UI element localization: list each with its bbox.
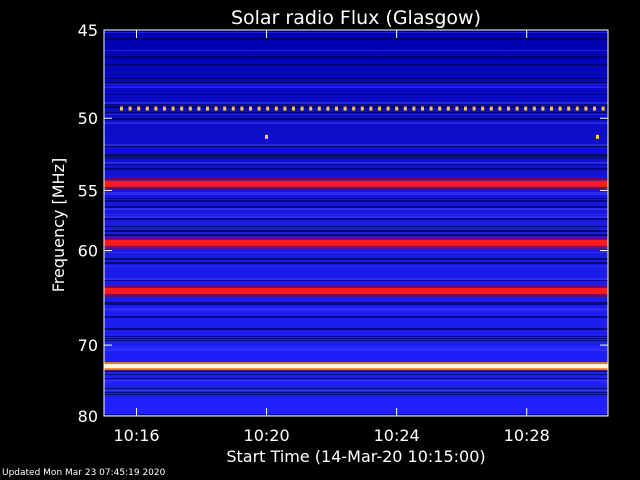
x-tick-label: 10:24 xyxy=(374,426,420,445)
texture-stripe xyxy=(104,192,608,194)
texture-stripe xyxy=(104,252,608,253)
texture-stripe xyxy=(104,86,608,88)
y-tick-label: 45 xyxy=(78,21,98,40)
texture-stripe xyxy=(104,94,608,95)
texture-stripe xyxy=(104,158,608,159)
texture-stripe xyxy=(104,230,608,232)
x-axis-label: Start Time (14-Mar-20 10:15:00) xyxy=(226,447,485,466)
texture-stripe xyxy=(104,348,608,350)
texture-stripe xyxy=(104,390,608,391)
texture-stripe xyxy=(104,208,608,210)
texture-stripe xyxy=(104,216,608,218)
texture-stripe xyxy=(104,302,608,304)
texture-stripe xyxy=(104,308,608,310)
texture-stripe xyxy=(104,380,608,382)
texture-stripe xyxy=(104,114,608,115)
texture-stripe xyxy=(104,104,608,105)
band-4 xyxy=(104,284,608,297)
texture-stripe xyxy=(104,32,608,33)
texture-stripe xyxy=(104,206,608,208)
x-axis-ticks: 10:16 10:20 10:24 10:28 xyxy=(113,30,550,445)
chart-title: Solar radio Flux (Glasgow) xyxy=(231,7,481,29)
x-tick-label: 10:28 xyxy=(504,426,550,445)
texture-stripe xyxy=(104,122,608,124)
y-axis-ticks: 45 50 55 60 70 80 xyxy=(78,21,608,426)
texture-stripe xyxy=(104,266,608,267)
texture-stripe xyxy=(104,370,608,372)
texture-stripe xyxy=(104,234,608,236)
texture-stripe xyxy=(104,338,608,339)
texture-stripe xyxy=(104,84,608,85)
band-5 xyxy=(104,362,608,371)
texture-stripe xyxy=(104,258,608,260)
texture-stripe xyxy=(104,102,608,104)
updated-timestamp: Updated Mon Mar 23 07:45:19 2020 xyxy=(2,468,166,478)
y-axis-label: Frequency [MHz] xyxy=(49,158,68,292)
texture-stripe xyxy=(104,394,608,395)
texture-stripe xyxy=(104,82,608,83)
band-1 xyxy=(265,134,599,139)
texture-stripe xyxy=(104,194,608,195)
texture-stripe xyxy=(104,218,608,220)
y-tick-label: 55 xyxy=(78,181,98,200)
x-tick-label: 10:20 xyxy=(244,426,290,445)
texture-stripe xyxy=(104,226,608,227)
plot-area xyxy=(103,29,609,417)
texture-stripe xyxy=(104,278,608,280)
y-tick-label: 80 xyxy=(78,407,98,426)
band-3 xyxy=(104,236,608,249)
texture-stripe xyxy=(104,350,608,351)
texture-stripe xyxy=(104,50,608,51)
texture-stripe xyxy=(104,118,608,120)
y-tick-label: 50 xyxy=(78,109,98,128)
texture-stripe xyxy=(104,388,608,389)
texture-stripe xyxy=(104,146,608,147)
texture-stripe xyxy=(104,414,608,415)
texture-stripe xyxy=(104,310,608,311)
texture-stripe xyxy=(104,144,608,146)
texture-stripe xyxy=(104,38,608,40)
texture-stripe xyxy=(104,340,608,341)
texture-stripe xyxy=(104,392,608,393)
texture-stripe xyxy=(104,198,608,199)
band-0 xyxy=(120,106,605,111)
texture-stripe xyxy=(104,346,608,347)
plot-frame xyxy=(103,29,609,417)
texture-stripe xyxy=(104,56,608,58)
texture-stripe xyxy=(104,64,608,66)
texture-stripe xyxy=(104,162,608,164)
texture-stripe xyxy=(104,328,608,330)
y-tick-label: 70 xyxy=(78,336,98,355)
band-2 xyxy=(104,177,608,190)
texture-stripe xyxy=(104,374,608,375)
x-tick-label: 10:16 xyxy=(113,426,159,445)
texture-stripe xyxy=(104,156,608,157)
texture-stripe xyxy=(104,154,608,156)
texture-stripe xyxy=(104,304,608,305)
texture-stripe xyxy=(104,214,608,215)
texture-stripe xyxy=(104,106,608,108)
texture-stripe xyxy=(104,30,608,32)
y-tick-label: 60 xyxy=(78,242,98,261)
texture-stripe xyxy=(104,200,608,202)
texture-stripe xyxy=(104,378,608,379)
texture-stripe xyxy=(104,168,608,170)
texture-stripe xyxy=(104,336,608,337)
texture-stripe xyxy=(104,164,608,165)
texture-stripe xyxy=(104,78,608,79)
texture-stripe xyxy=(104,112,608,113)
texture-stripe xyxy=(104,316,608,318)
texture-stripe xyxy=(104,262,608,264)
texture-stripe xyxy=(104,280,608,281)
